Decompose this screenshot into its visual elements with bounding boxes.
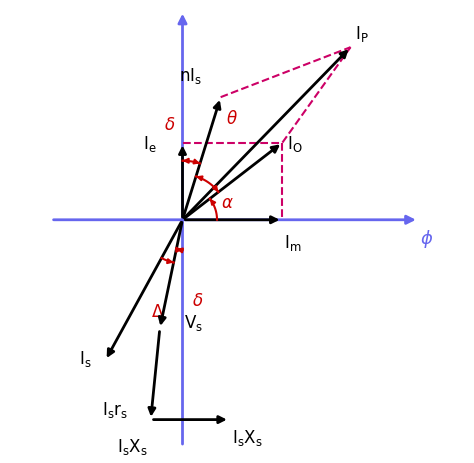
- Text: $\delta$: $\delta$: [164, 116, 175, 134]
- Text: $\rm V_s$: $\rm V_s$: [184, 312, 203, 332]
- Text: $\rm I_s$: $\rm I_s$: [79, 348, 91, 368]
- Text: $\alpha$: $\alpha$: [221, 193, 233, 211]
- Text: $\theta$: $\theta$: [226, 110, 238, 128]
- Text: $\rm I_sX_s$: $\rm I_sX_s$: [117, 436, 148, 456]
- Text: $\rm I_O$: $\rm I_O$: [287, 133, 302, 153]
- Text: $\rm I_P$: $\rm I_P$: [355, 24, 369, 44]
- Text: $\rm I_m$: $\rm I_m$: [284, 233, 301, 253]
- Text: $\rm I_e$: $\rm I_e$: [144, 133, 157, 153]
- Text: $\rm I_sr_s$: $\rm I_sr_s$: [102, 399, 128, 419]
- Text: $\phi$: $\phi$: [420, 227, 434, 250]
- Text: $\rm nI_s$: $\rm nI_s$: [179, 66, 202, 86]
- Text: $\delta$: $\delta$: [191, 291, 203, 309]
- Text: $\rm I_sX_s$: $\rm I_sX_s$: [232, 427, 263, 447]
- Text: $\Delta$: $\Delta$: [151, 302, 164, 320]
